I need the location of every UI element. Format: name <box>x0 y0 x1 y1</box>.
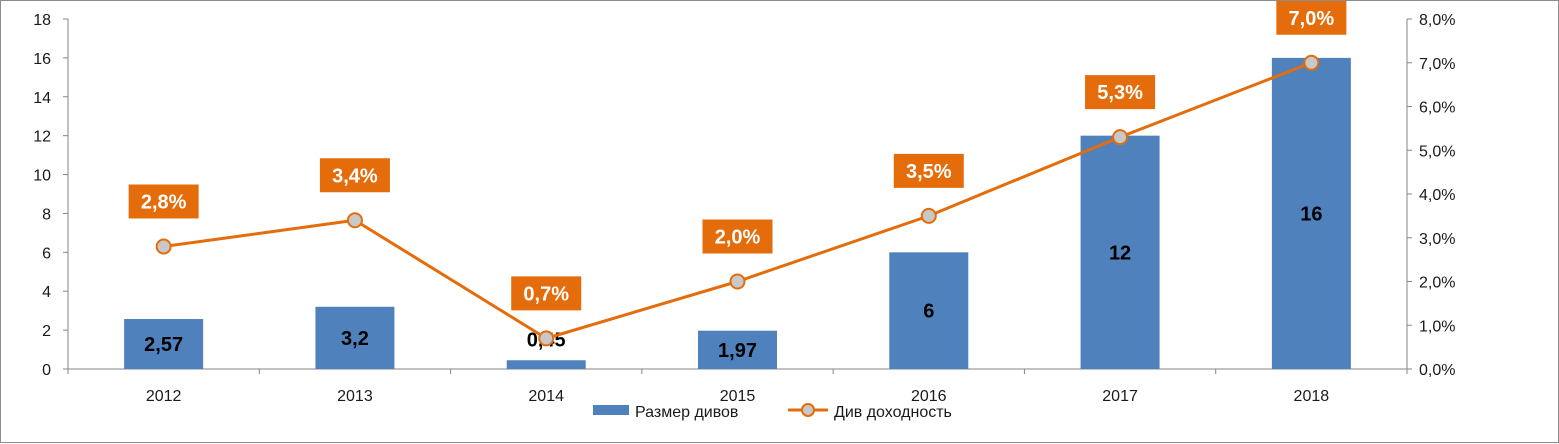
line-data-label: 3,4% <box>332 165 378 187</box>
bar-data-label: 2,57 <box>144 334 183 356</box>
line-point <box>538 330 555 347</box>
y-right-tick-label: 0,0% <box>1419 362 1455 379</box>
legend-swatch-marker <box>801 403 815 417</box>
x-tick-label: 2016 <box>911 388 947 405</box>
bar <box>889 252 969 369</box>
x-tick-label: 2014 <box>528 388 564 405</box>
y-right-tick-label: 8,0% <box>1419 12 1455 29</box>
line-label-box <box>128 184 199 219</box>
line-data-label: 3,5% <box>906 161 952 183</box>
bar <box>124 319 204 369</box>
bar <box>1271 57 1351 370</box>
line-label-box <box>702 219 773 254</box>
y-right-tick-label: 1,0% <box>1419 318 1455 335</box>
line-point <box>729 273 746 290</box>
y-right-tick-label: 2,0% <box>1419 275 1455 292</box>
line-point <box>346 212 363 229</box>
line-label-box <box>511 276 582 311</box>
line-data-label: 2,8% <box>141 192 187 214</box>
line-label-box <box>1276 1 1347 35</box>
line-label-box <box>893 153 964 188</box>
y-left-tick-label: 10 <box>33 168 51 185</box>
legend-label-bar: Размер дивов <box>635 404 738 421</box>
line-data-label: 2,0% <box>715 227 761 249</box>
bar <box>506 360 586 369</box>
y-right-tick-label: 7,0% <box>1419 56 1455 73</box>
x-tick-label: 2018 <box>1294 388 1330 405</box>
bar-data-label: 16 <box>1300 203 1322 225</box>
line-label-box <box>1085 75 1156 110</box>
legend-label-line: Див доходность <box>834 404 952 421</box>
line-data-labels: 2,8% 3,4% 0,7% 2,0% 3,5% 5,3% 7,0% <box>128 1 1347 311</box>
line-data-label: 0,7% <box>523 283 569 305</box>
y-left-tick-label: 12 <box>33 129 51 146</box>
bar <box>315 306 395 369</box>
y-left-tick-label: 4 <box>42 284 51 301</box>
bar <box>1080 135 1160 369</box>
y-left-tick-label: 8 <box>42 206 51 223</box>
x-tick-label: 2015 <box>720 388 756 405</box>
bar <box>698 330 777 369</box>
line-point <box>1112 129 1129 146</box>
x-tick-label: 2017 <box>1102 388 1138 405</box>
y-left-tick-label: 0 <box>42 362 51 379</box>
line-series <box>155 54 1320 347</box>
y-right-tick-label: 5,0% <box>1419 143 1455 160</box>
y-right-tick-label: 3,0% <box>1419 231 1455 248</box>
line-label-box <box>319 158 390 193</box>
x-tick-label: 2012 <box>146 388 182 405</box>
legend-swatch-bar <box>593 405 629 415</box>
bar-data-label: 6 <box>923 301 934 323</box>
bar-data-label: 1,97 <box>718 340 757 362</box>
line-data-label: 5,3% <box>1097 82 1143 104</box>
y-right-tick-label: 4,0% <box>1419 187 1455 204</box>
y-left-tick-label: 18 <box>33 12 51 29</box>
y-left-tick-label: 16 <box>33 51 51 68</box>
line-point <box>1303 54 1320 71</box>
x-tick-label: 2013 <box>337 388 373 405</box>
y-right-tick-label: 6,0% <box>1419 100 1455 117</box>
y-left-tick-label: 14 <box>33 90 51 107</box>
bar-series <box>124 57 1351 370</box>
y-left-tick-label: 2 <box>42 323 51 340</box>
bar-data-label: 3,2 <box>341 328 369 350</box>
line-point <box>155 238 172 255</box>
bar-data-label: 12 <box>1109 242 1131 264</box>
line-point <box>920 207 937 224</box>
y-left-tick-label: 6 <box>42 245 51 262</box>
legend: Размер дивов Див доходность <box>593 403 952 421</box>
axes: 0 2 4 6 8 10 12 14 16 18 0,0% 1,0% 2,0% 3,0% 4,0% 5,0% 6… <box>33 12 1455 405</box>
line-data-label: 7,0% <box>1289 8 1335 30</box>
